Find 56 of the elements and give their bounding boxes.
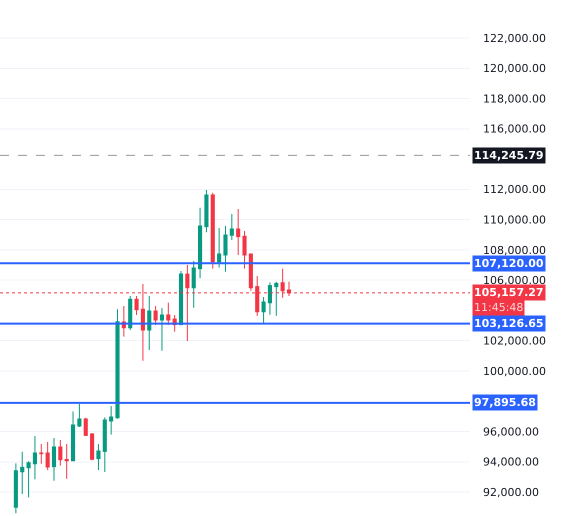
candlestick xyxy=(58,440,62,466)
candlestick xyxy=(70,410,76,462)
candlestick xyxy=(198,207,202,279)
y-tick-label: 108,000.00 xyxy=(483,244,546,257)
y-tick-label: 112,000.00 xyxy=(483,183,546,196)
candlestick xyxy=(154,306,158,326)
candlestick xyxy=(96,444,100,471)
y-tick-label: 110,000.00 xyxy=(483,213,546,226)
candlestick xyxy=(52,438,56,482)
candlestick xyxy=(248,253,253,292)
candlestick xyxy=(210,192,215,270)
candlestick xyxy=(128,296,132,330)
candlestick xyxy=(109,406,114,436)
candlestick xyxy=(274,281,278,316)
candlestick xyxy=(178,270,184,326)
y-tick-label: 120,000.00 xyxy=(483,62,546,76)
candlestick xyxy=(46,442,50,471)
candlestick xyxy=(77,403,82,428)
candlestick xyxy=(242,230,247,270)
candlestick xyxy=(166,302,170,326)
y-tick-label: 122,000.00 xyxy=(483,32,546,45)
candlestick xyxy=(64,444,69,480)
candlestick xyxy=(14,462,18,514)
y-tick-label: 106,000.00 xyxy=(483,274,546,288)
ref-line-label: 114,245.79 xyxy=(474,149,544,162)
ref-line-label: 105,157.27 xyxy=(474,286,544,299)
candlestick xyxy=(268,282,272,316)
candlestick xyxy=(115,308,120,420)
candlestick xyxy=(84,417,88,437)
candlestick xyxy=(217,228,222,268)
candlestick xyxy=(90,432,94,461)
y-tick-label: 102,000.00 xyxy=(483,334,546,348)
text: 11:45:48 xyxy=(474,301,524,314)
candlestick xyxy=(192,260,196,308)
ref-line-label: 107,120.00 xyxy=(474,257,544,270)
y-tick-label: 92,000.00 xyxy=(483,486,539,499)
candlestick xyxy=(230,214,234,240)
candlestick xyxy=(160,308,164,352)
candlestick xyxy=(20,451,24,495)
candlestick xyxy=(26,460,31,498)
y-tick-label: 96,000.00 xyxy=(483,425,539,438)
candlestick xyxy=(32,436,37,480)
ref-line-label: 103,126.65 xyxy=(474,317,544,330)
y-tick-label: 116,000.00 xyxy=(483,122,546,136)
candlestick xyxy=(134,296,139,316)
y-tick-label: 118,000.00 xyxy=(483,92,546,106)
y-tick-label: 94,000.00 xyxy=(483,456,539,469)
candlestick xyxy=(262,296,266,325)
candlestick xyxy=(102,416,107,472)
candlestick xyxy=(223,226,228,272)
candlestick xyxy=(39,444,44,464)
candlestick xyxy=(236,208,240,256)
y-tick-label: 100,000.00 xyxy=(483,364,546,378)
candlestick xyxy=(147,296,152,351)
candlestick xyxy=(204,190,208,233)
ref-line-label: 97,895.68 xyxy=(474,396,536,409)
